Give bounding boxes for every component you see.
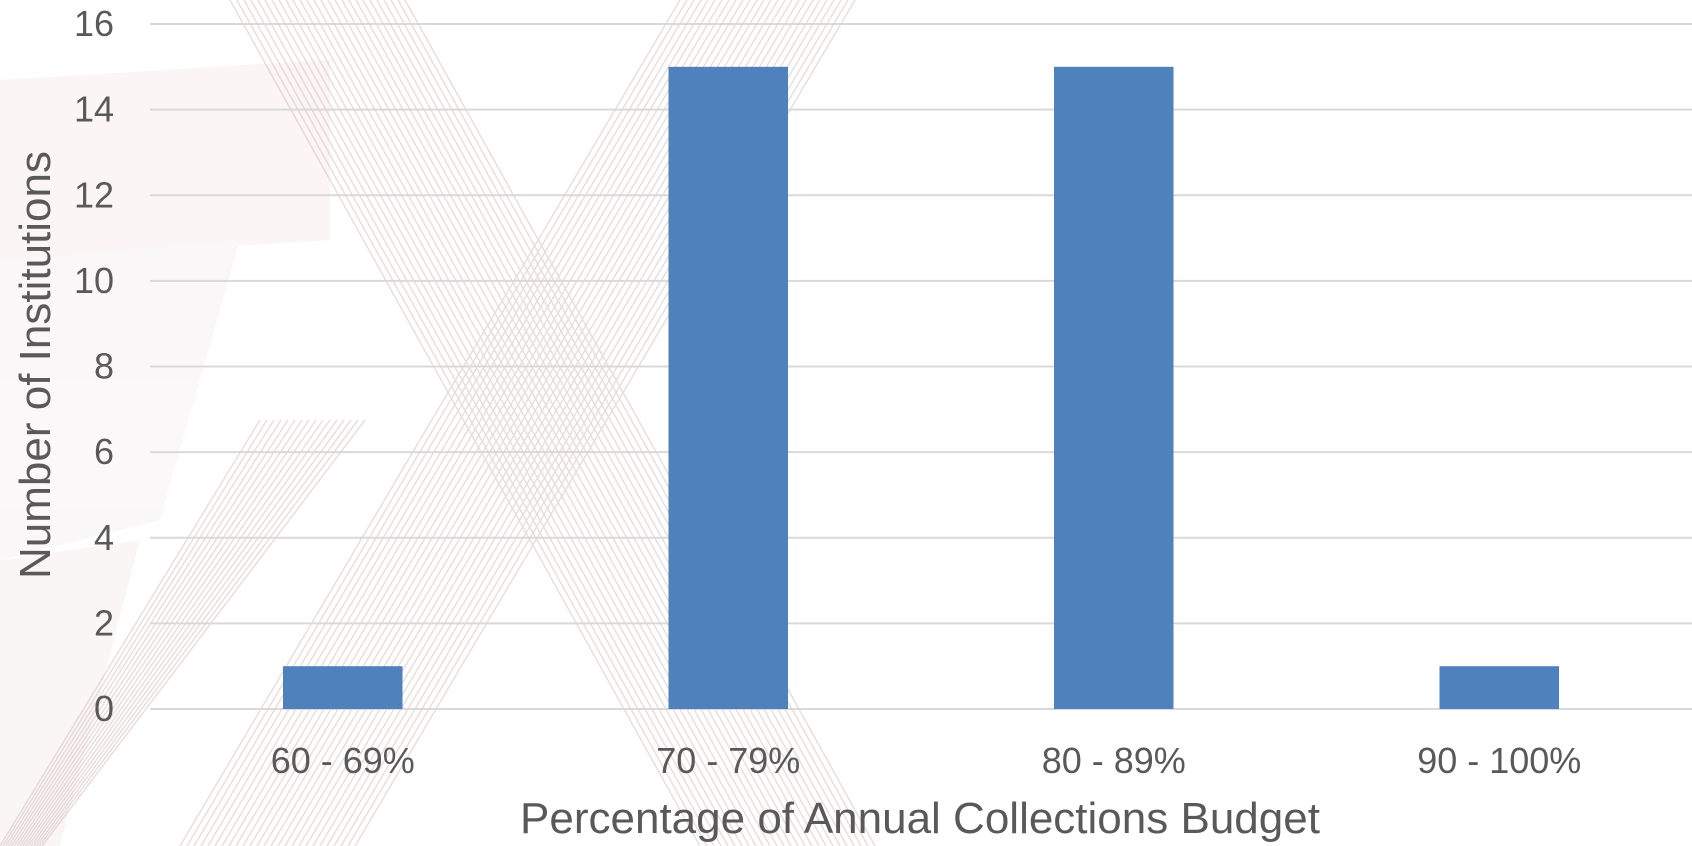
y-axis-ticks: 0 2 4 6 8 10 12 14 16: [74, 3, 114, 729]
y-tick-label: 16: [74, 3, 114, 44]
y-tick-label: 12: [74, 174, 114, 215]
bars: [282, 66, 1560, 709]
x-tick-label: 90 - 100%: [1417, 740, 1581, 781]
bar: [1053, 66, 1174, 709]
y-tick-label: 2: [94, 602, 114, 643]
y-axis-title: Number of Institutions: [11, 151, 60, 579]
x-tick-label: 80 - 89%: [1042, 740, 1186, 781]
x-tick-label: 70 - 79%: [656, 740, 800, 781]
y-tick-label: 6: [94, 431, 114, 472]
x-tick-label: 60 - 69%: [271, 740, 415, 781]
bar: [282, 666, 403, 709]
bar: [1439, 666, 1560, 709]
y-tick-label: 8: [94, 346, 114, 387]
bar: [668, 66, 789, 709]
y-tick-label: 14: [74, 89, 114, 130]
y-tick-label: 0: [94, 688, 114, 729]
y-tick-label: 4: [94, 517, 114, 558]
x-axis-title: Percentage of Annual Collections Budget: [520, 794, 1320, 843]
y-tick-label: 10: [74, 260, 114, 301]
gridlines: [150, 23, 1692, 710]
x-axis-ticks: 60 - 69% 70 - 79% 80 - 89% 90 - 100%: [271, 740, 1582, 781]
